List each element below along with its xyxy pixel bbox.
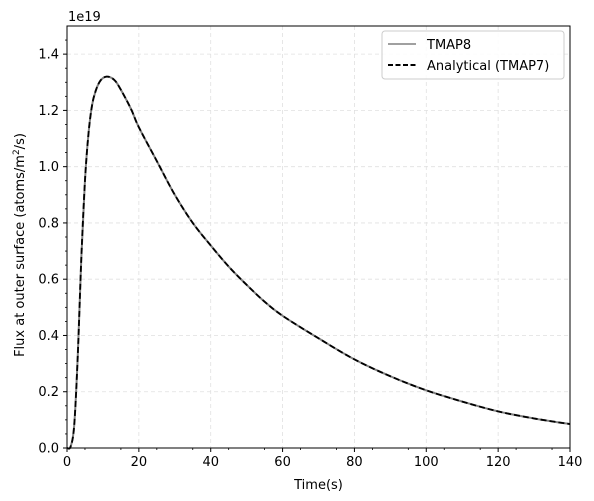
legend: TMAP8 Analytical (TMAP7) [381, 30, 565, 80]
y-axis-label-sup: 2 [12, 149, 22, 155]
x-tick-label: 40 [202, 455, 219, 470]
x-tick-label: 60 [274, 455, 291, 470]
x-tick-label: 140 [558, 455, 583, 470]
legend-label-analytical: Analytical (TMAP7) [427, 59, 549, 74]
grid-lines [67, 26, 570, 448]
series-line-analytical [66, 75, 571, 450]
y-tick-label: 0.6 [38, 273, 59, 288]
y-tick-label: 0.4 [38, 329, 59, 344]
y-tick-label: 1.2 [38, 104, 59, 119]
y-multiplier-label: 1e19 [68, 10, 101, 25]
axis-ticks: 0 20 40 60 80 100 120 140 0.0 0.2 0.4 0.6 0.8 1.0 1.2 1… [38, 39, 583, 470]
x-tick-label: 120 [486, 455, 511, 470]
y-tick-label: 0.8 [38, 216, 59, 231]
x-tick-label: 0 [63, 455, 71, 470]
y-tick-label: 0.2 [38, 385, 59, 400]
legend-box [381, 30, 565, 80]
y-axis-label-suffix: /s) [13, 133, 28, 149]
plot-frame [66, 25, 571, 449]
series-layer [66, 75, 571, 450]
x-tick-label: 20 [131, 455, 148, 470]
y-tick-label: 0.0 [38, 442, 59, 457]
y-axis-label: Flux at outer surface (atoms/m2/s) [12, 133, 28, 357]
y-tick-label: 1.4 [38, 48, 59, 63]
y-tick-label: 1.0 [38, 160, 59, 175]
legend-label-tmap8: TMAP8 [426, 38, 471, 53]
x-tick-label: 100 [414, 455, 439, 470]
y-axis-label-prefix: Flux at outer surface (atoms/m [13, 155, 28, 357]
x-axis-label: Time(s) [293, 478, 343, 493]
x-tick-label: 80 [346, 455, 363, 470]
